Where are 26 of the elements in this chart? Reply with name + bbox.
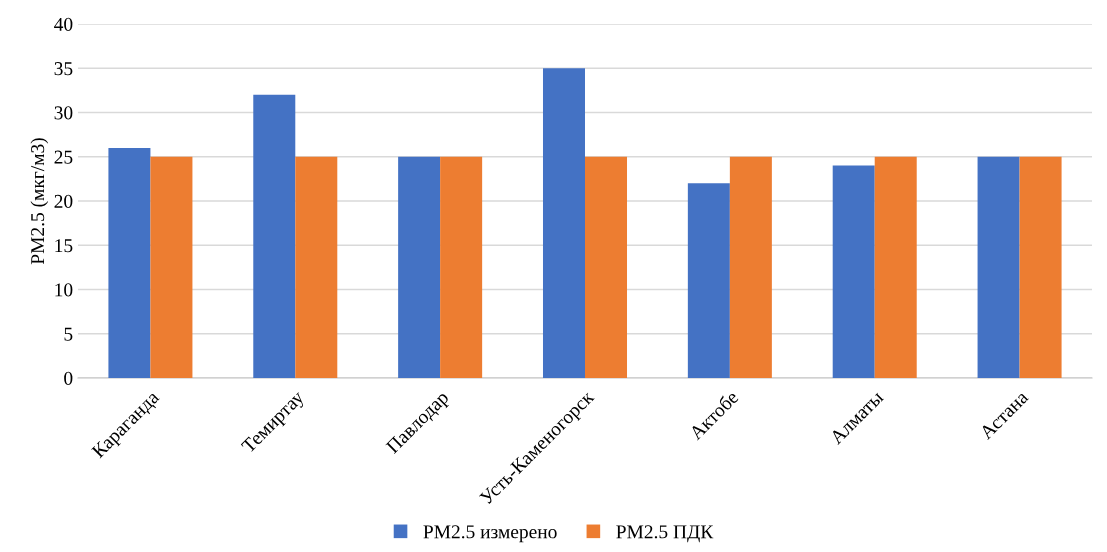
- legend-label: PM2.5 ПДК: [616, 525, 714, 543]
- bar: [440, 156, 483, 378]
- bar: [1019, 156, 1062, 378]
- bar: [108, 147, 151, 378]
- legend-label: PM2.5 измерено: [423, 525, 557, 543]
- bar: [542, 68, 585, 378]
- bar: [398, 156, 441, 378]
- bar: [253, 94, 296, 378]
- y-tick-label: 30: [54, 106, 73, 120]
- bar: [977, 156, 1020, 378]
- y-tick-label: 15: [55, 239, 73, 253]
- bar: [150, 156, 193, 378]
- bar: [295, 156, 338, 378]
- y-tick-label: 20: [54, 194, 73, 208]
- bar: [832, 165, 875, 378]
- bar: [729, 156, 772, 378]
- bar: [585, 156, 628, 378]
- y-tick-label: 5: [64, 327, 73, 341]
- y-tick-label: 40: [54, 17, 73, 31]
- y-tick-label: 10: [55, 283, 73, 297]
- y-axis-title: PM2.5 (мкг/м3): [30, 138, 49, 265]
- y-tick-label: 25: [54, 150, 73, 164]
- y-tick-label: 0: [64, 371, 73, 385]
- bar: [874, 156, 917, 378]
- y-tick-label: 35: [54, 62, 73, 76]
- bar: [687, 183, 730, 378]
